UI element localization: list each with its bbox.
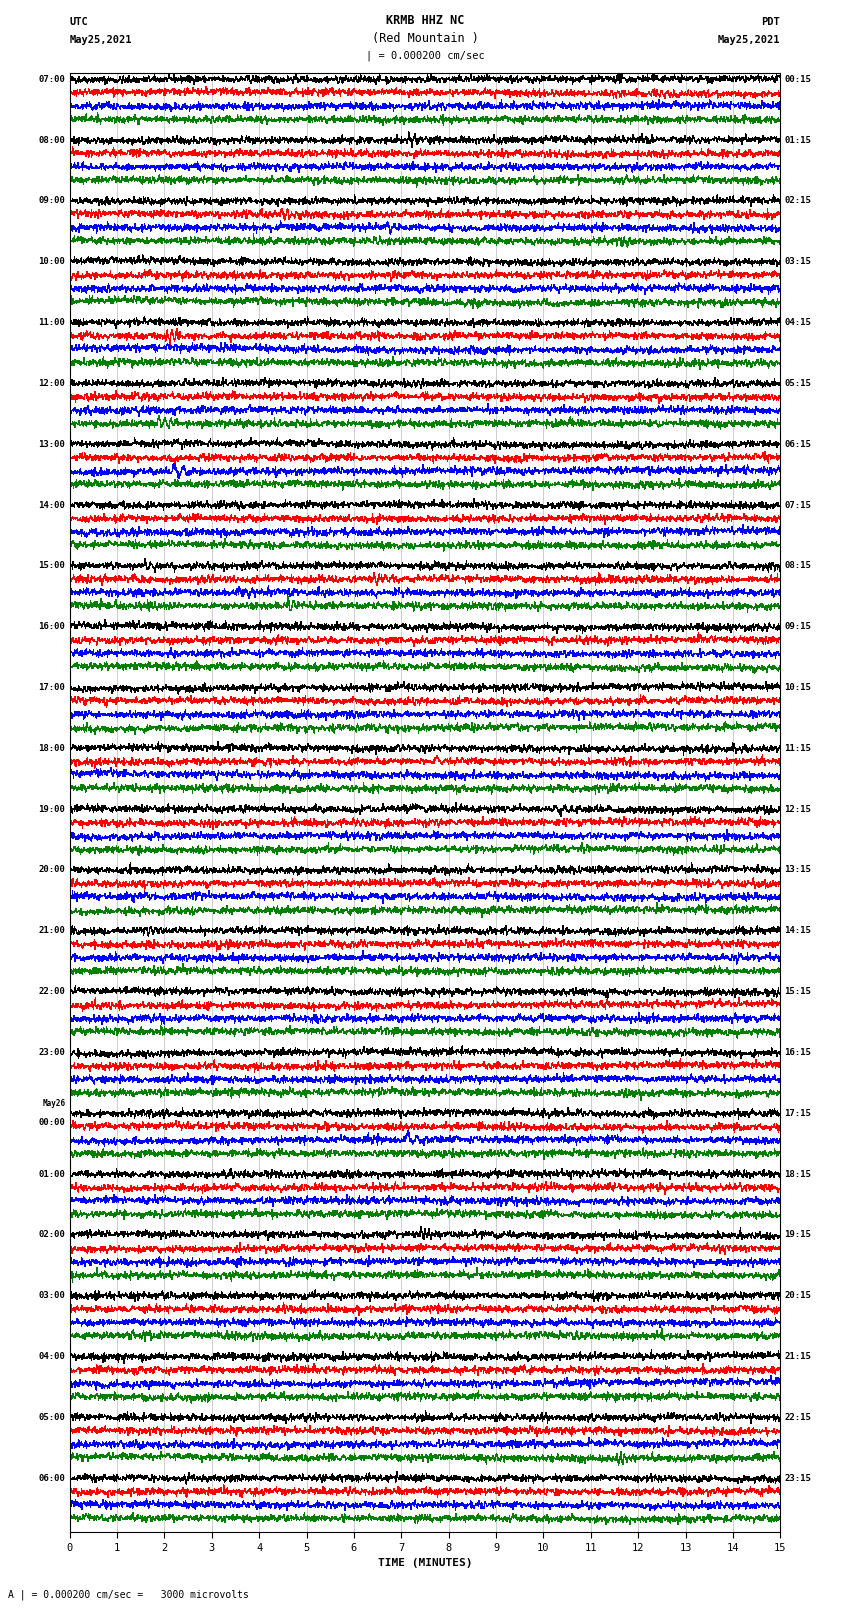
Text: 17:15: 17:15 [785,1108,812,1118]
Text: 01:15: 01:15 [785,135,812,145]
Text: May25,2021: May25,2021 [70,35,133,45]
Text: 14:15: 14:15 [785,926,812,936]
Text: 12:00: 12:00 [38,379,65,387]
Text: 07:00: 07:00 [38,74,65,84]
Text: 10:15: 10:15 [785,682,812,692]
Text: May25,2021: May25,2021 [717,35,780,45]
Text: 17:00: 17:00 [38,682,65,692]
Text: 23:00: 23:00 [38,1048,65,1057]
Text: A | = 0.000200 cm/sec =   3000 microvolts: A | = 0.000200 cm/sec = 3000 microvolts [8,1589,249,1600]
Text: 05:00: 05:00 [38,1413,65,1423]
Text: 19:00: 19:00 [38,805,65,813]
Text: 22:15: 22:15 [785,1413,812,1423]
Text: (Red Mountain ): (Red Mountain ) [371,32,479,45]
Text: PDT: PDT [762,18,780,27]
Text: 08:00: 08:00 [38,135,65,145]
Text: 11:00: 11:00 [38,318,65,327]
Text: 03:00: 03:00 [38,1292,65,1300]
Text: 20:00: 20:00 [38,866,65,874]
Text: 10:00: 10:00 [38,256,65,266]
Text: 16:15: 16:15 [785,1048,812,1057]
Text: 19:15: 19:15 [785,1231,812,1239]
Text: 02:00: 02:00 [38,1231,65,1239]
Text: 04:15: 04:15 [785,318,812,327]
Text: 11:15: 11:15 [785,744,812,753]
Text: 04:00: 04:00 [38,1352,65,1361]
Text: 00:00: 00:00 [38,1118,65,1127]
Text: 09:00: 09:00 [38,197,65,205]
Text: 12:15: 12:15 [785,805,812,813]
Text: 07:15: 07:15 [785,500,812,510]
Text: 01:00: 01:00 [38,1169,65,1179]
Text: 13:00: 13:00 [38,440,65,448]
Text: 02:15: 02:15 [785,197,812,205]
Text: 14:00: 14:00 [38,500,65,510]
Text: 18:00: 18:00 [38,744,65,753]
Text: 21:15: 21:15 [785,1352,812,1361]
Text: | = 0.000200 cm/sec: | = 0.000200 cm/sec [366,50,484,61]
Text: UTC: UTC [70,18,88,27]
Text: 22:00: 22:00 [38,987,65,997]
Text: 21:00: 21:00 [38,926,65,936]
Text: 18:15: 18:15 [785,1169,812,1179]
Text: 15:15: 15:15 [785,987,812,997]
Text: 09:15: 09:15 [785,623,812,631]
Text: 15:00: 15:00 [38,561,65,571]
Text: 05:15: 05:15 [785,379,812,387]
Text: 08:15: 08:15 [785,561,812,571]
Text: 23:15: 23:15 [785,1474,812,1482]
Text: 06:00: 06:00 [38,1474,65,1482]
Text: 06:15: 06:15 [785,440,812,448]
Text: 13:15: 13:15 [785,866,812,874]
Text: 03:15: 03:15 [785,256,812,266]
Text: 16:00: 16:00 [38,623,65,631]
X-axis label: TIME (MINUTES): TIME (MINUTES) [377,1558,473,1568]
Text: 00:15: 00:15 [785,74,812,84]
Text: KRMB HHZ NC: KRMB HHZ NC [386,15,464,27]
Text: May26: May26 [42,1100,65,1108]
Text: 20:15: 20:15 [785,1292,812,1300]
